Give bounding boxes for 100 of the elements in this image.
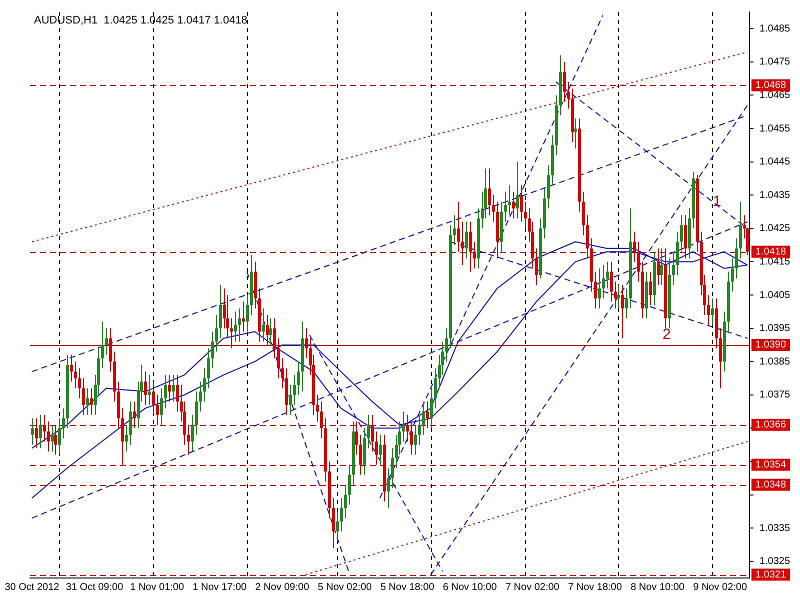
candlestick: [74, 361, 77, 389]
candlestick: [402, 411, 405, 442]
y-tick-label: 1.0455: [759, 123, 790, 134]
ref-line-label: 1.0354: [755, 460, 786, 471]
x-tick-label: 7 Nov 02:00: [505, 582, 560, 593]
candlestick: [78, 368, 81, 399]
candlestick: [172, 374, 175, 402]
candlestick: [617, 284, 620, 309]
annotation: 2: [662, 326, 671, 343]
candlestick: [594, 271, 597, 309]
candlestick: [735, 238, 738, 279]
candlestick: [191, 414, 194, 452]
ref-line-label: 1.0468: [755, 80, 786, 91]
candlestick: [39, 414, 42, 449]
candlestick: [516, 161, 519, 219]
candlestick: [367, 414, 370, 449]
candlestick: [269, 318, 272, 346]
candlestick: [739, 201, 742, 259]
candlestick: [176, 374, 179, 412]
candlestick: [598, 268, 601, 309]
candlestick: [582, 191, 585, 236]
candlestick: [649, 271, 652, 306]
x-tick-label: 7 Nov 18:00: [568, 582, 622, 593]
y-tick-label: 1.0465: [759, 90, 790, 101]
candlestick: [336, 510, 339, 542]
candlestick: [316, 394, 319, 422]
candlestick: [547, 164, 550, 209]
candlestick: [293, 374, 296, 406]
x-tick-label: 9 Nov 02:00: [693, 582, 748, 593]
candlestick: [602, 264, 605, 299]
candlestick: [676, 231, 679, 276]
candlestick: [711, 298, 714, 326]
candlestick: [211, 331, 214, 369]
candlestick: [238, 308, 241, 342]
candlestick: [332, 498, 335, 549]
ref-line-label: 1.0418: [755, 246, 786, 258]
candlestick: [148, 374, 151, 406]
y-tick-label: 1.0385: [759, 356, 790, 368]
candlestick: [144, 371, 147, 406]
x-tick-label: 5 Nov 18:00: [380, 582, 435, 593]
candlestick: [86, 388, 89, 416]
candlestick: [414, 424, 417, 456]
candlestick: [160, 388, 163, 426]
candlestick: [524, 201, 527, 229]
candlestick: [195, 391, 198, 436]
x-tick-label: 30 Oct 2012: [4, 582, 60, 593]
candlestick: [465, 221, 468, 259]
y-tick-label: 1.0415: [759, 256, 790, 268]
candlestick: [105, 328, 108, 356]
candlestick: [156, 394, 159, 426]
candlestick: [434, 368, 437, 409]
candlestick: [387, 468, 390, 509]
ref-line-label: 1.0321: [755, 569, 786, 580]
candlestick: [672, 251, 675, 286]
annotation: 1: [712, 192, 722, 210]
candlestick: [82, 378, 85, 416]
y-tick-label: 1.0485: [759, 23, 790, 34]
ref-line-label: 1.0366: [755, 420, 786, 431]
candlestick: [707, 294, 710, 326]
candlestick: [215, 314, 218, 352]
candlestick: [297, 361, 300, 396]
candlestick: [375, 431, 378, 466]
candlestick: [203, 368, 206, 402]
candlestick: [625, 288, 628, 319]
candlestick: [453, 214, 456, 246]
candlestick: [391, 448, 394, 489]
y-tick-label: 1.0425: [759, 223, 790, 234]
x-tick-label: 6 Nov 10:00: [442, 582, 498, 593]
y-tick-label: 1.0475: [759, 56, 790, 68]
x-tick-label: 1 Nov 17:00: [192, 582, 248, 593]
candlestick: [504, 191, 507, 222]
candlestick: [430, 388, 433, 429]
x-tick-label: 5 Nov 02:00: [318, 582, 372, 593]
candlestick: [492, 194, 495, 222]
candlestick: [70, 354, 73, 382]
candlestick: [457, 201, 460, 252]
candlestick: [614, 281, 617, 309]
candlestick: [574, 118, 577, 150]
y-tick-label: 1.0405: [759, 290, 790, 301]
candlestick: [512, 191, 515, 219]
candlestick: [262, 308, 265, 342]
candlestick: [610, 261, 613, 302]
ref-line-label: 1.0390: [755, 340, 786, 351]
candlestick: [348, 464, 351, 506]
y-tick-label: 1.0435: [759, 190, 790, 201]
candlestick: [422, 401, 425, 436]
candlestick: [101, 321, 104, 369]
candlestick: [488, 168, 491, 216]
candlestick: [680, 214, 683, 252]
candlestick: [508, 184, 511, 216]
candlestick: [219, 284, 222, 339]
chart-title: AUDUSD,H1 1.0425 1.0425 1.0417 1.0418: [34, 14, 248, 27]
candlestick: [281, 358, 284, 389]
candlestick: [520, 184, 523, 222]
x-tick-label: 8 Nov 10:00: [630, 582, 685, 593]
candlestick: [567, 81, 570, 110]
candlestick: [340, 498, 343, 532]
candlestick: [234, 311, 237, 342]
candlestick: [31, 418, 34, 446]
candlestick: [379, 434, 382, 466]
